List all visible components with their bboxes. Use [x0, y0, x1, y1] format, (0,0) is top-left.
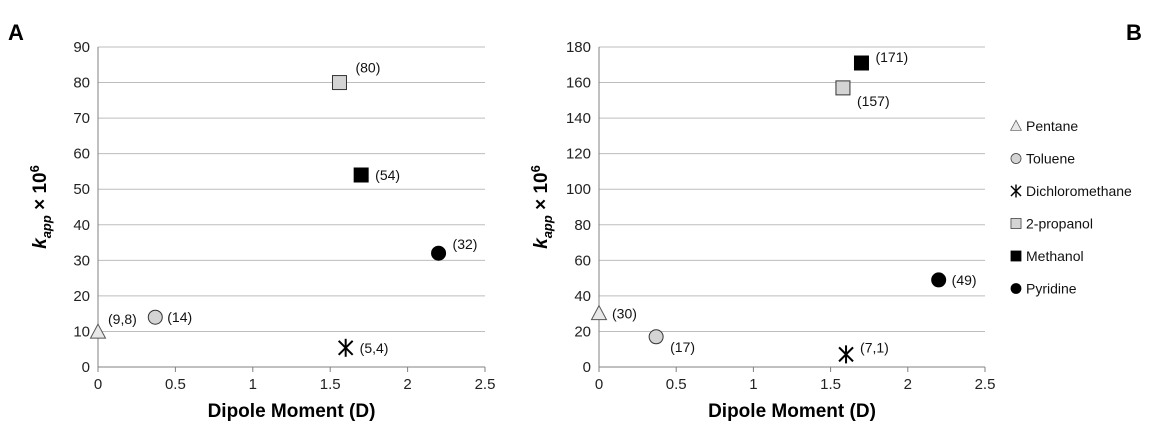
y-tick-label: 160: [566, 75, 591, 92]
y-tick-label: 140: [566, 110, 591, 127]
data-point-dichloromethane: [839, 345, 853, 363]
x-tick-label: 0: [94, 376, 102, 393]
y-tick-label: 120: [566, 146, 591, 163]
data-point-2-propanol: [332, 76, 346, 90]
x-tick-label: 2: [403, 376, 411, 393]
x-tick-label: 0: [595, 376, 603, 393]
x-tick-label: 1.5: [320, 376, 341, 393]
legend-marker-2-propanol-icon: [1011, 218, 1021, 228]
data-point-pentane: [592, 306, 607, 320]
legend-item: Methanol: [1011, 248, 1084, 264]
y-tick-label: 10: [73, 323, 90, 340]
data-label: (7,1): [860, 339, 889, 355]
data-point-methanol: [854, 56, 868, 70]
y-tick-label: 60: [574, 252, 591, 269]
x-tick-label: 2: [904, 376, 912, 393]
chart-b: 0 20 40 60 80 100 120 140 160 180 0 0.5 1 1.5 2 2.5 Dipo…: [528, 39, 995, 422]
y-tick-label: 60: [73, 146, 90, 163]
y-tick-label: 30: [73, 252, 90, 269]
x-tick-label: 0.5: [666, 376, 687, 393]
legend-label: Pentane: [1026, 118, 1078, 134]
y-tick-label: 80: [73, 75, 90, 92]
legend-label: Dichloromethane: [1026, 183, 1132, 199]
data-label: (17): [670, 339, 695, 355]
legend-item: Dichloromethane: [1011, 183, 1132, 199]
data-label: (30): [612, 306, 637, 322]
legend-marker-pentane-icon: [1011, 120, 1022, 130]
x-tick-label: 1: [749, 376, 757, 393]
legend-label: Methanol: [1026, 248, 1084, 264]
data-point-methanol: [354, 168, 368, 182]
data-label: (157): [857, 93, 890, 109]
x-tick-label: 2.5: [475, 376, 496, 393]
y-tick-label: 40: [574, 288, 591, 305]
data-label: (32): [453, 236, 478, 252]
data-label: (5,4): [360, 340, 389, 356]
legend-marker-dichloromethane-icon: [1011, 185, 1021, 198]
x-tick-label: 1.5: [820, 376, 841, 393]
y-tick-label: 100: [566, 181, 591, 198]
y-axis-title: kapp × 106: [27, 165, 54, 249]
y-tick-label: 80: [574, 217, 591, 234]
legend-item: Pentane: [1011, 118, 1079, 134]
data-label: (9,8): [108, 311, 137, 327]
chart-a: 0 10 20 30 40 50 60 70 80 90 0 0.5 1 1.5 2 2.5 Dipole Mo…: [27, 39, 495, 422]
data-label: (80): [355, 60, 380, 76]
data-point-pyridine: [932, 273, 946, 287]
legend-label: 2-propanol: [1026, 216, 1093, 232]
y-tick-label: 70: [73, 110, 90, 127]
y-axis-title: kapp × 106: [528, 165, 555, 249]
legend-item: 2-propanol: [1011, 216, 1093, 232]
panel-letter-a: A: [8, 20, 24, 45]
panel-letter-b: B: [1126, 20, 1142, 45]
data-point-2-propanol: [836, 81, 850, 95]
data-label: (49): [952, 272, 977, 288]
y-tick-label: 20: [73, 288, 90, 305]
legend-marker-toluene-icon: [1011, 153, 1021, 163]
data-point-dichloromethane: [339, 339, 353, 357]
legend-item: Toluene: [1011, 151, 1075, 167]
x-tick-label: 1: [249, 376, 257, 393]
data-label: (171): [875, 49, 908, 65]
x-tick-label: 2.5: [975, 376, 996, 393]
legend-item: Pyridine: [1011, 281, 1077, 297]
legend: Pentane Toluene Dichloromethane 2-propanol M…: [1011, 118, 1132, 297]
legend-label: Toluene: [1026, 151, 1075, 167]
y-tick-label: 50: [73, 181, 90, 198]
data-point-toluene: [148, 310, 162, 324]
data-point-toluene: [649, 330, 663, 344]
data-label: (14): [167, 309, 192, 325]
x-axis-title: Dipole Moment (D): [708, 401, 876, 422]
x-tick-label: 0.5: [165, 376, 186, 393]
x-axis-title: Dipole Moment (D): [208, 401, 376, 422]
y-tick-label: 180: [566, 39, 591, 56]
y-tick-label: 0: [82, 359, 90, 376]
y-tick-label: 0: [583, 359, 591, 376]
y-tick-label: 20: [574, 323, 591, 340]
legend-label: Pyridine: [1026, 281, 1077, 297]
data-label: (54): [375, 167, 400, 183]
legend-marker-pyridine-icon: [1011, 283, 1021, 293]
y-tick-label: 90: [73, 39, 90, 56]
legend-marker-methanol-icon: [1011, 251, 1021, 261]
data-point-pyridine: [432, 246, 446, 260]
y-tick-label: 40: [73, 217, 90, 234]
